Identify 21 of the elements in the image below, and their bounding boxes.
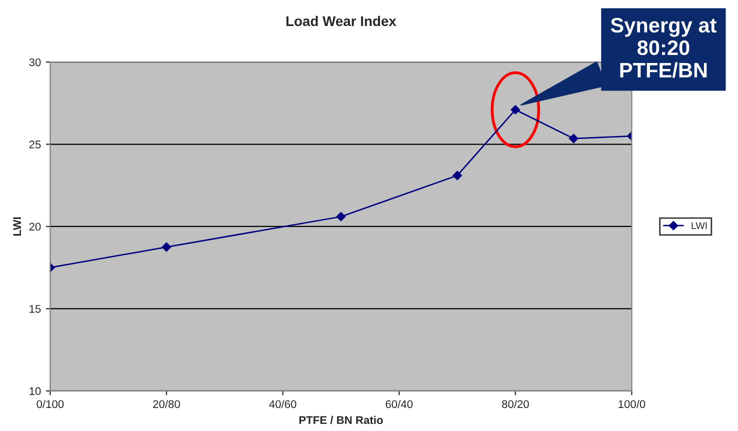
x-tick-label: 60/40 [386, 400, 413, 408]
x-tick-label: 100/0 [618, 400, 646, 408]
x-axis-title: PTFE / BN Ratio [299, 416, 383, 424]
y-tick-label: 15 [30, 305, 41, 313]
x-tick-label: 0/100 [36, 400, 64, 408]
y-axis-title: LWI [13, 217, 21, 236]
x-tick-label: 40/60 [269, 400, 296, 408]
point [452, 170, 462, 180]
y-tick-label: 25 [29, 140, 41, 148]
point [162, 242, 172, 252]
legend-label: LWI [692, 222, 707, 230]
y-tick-label: 30 [29, 58, 41, 66]
x-tick-label: 80/20 [502, 400, 529, 408]
annotation: Synergy at 80:20 PTFE/BN [610, 18, 716, 78]
y-tick-label: 20 [29, 222, 41, 231]
point [568, 134, 578, 144]
x-tick-label: 20/80 [153, 400, 180, 408]
chart-title: Load Wear Index [286, 16, 396, 26]
point [336, 212, 346, 222]
y-tick-label: 10 [30, 387, 41, 396]
point [510, 105, 520, 114]
